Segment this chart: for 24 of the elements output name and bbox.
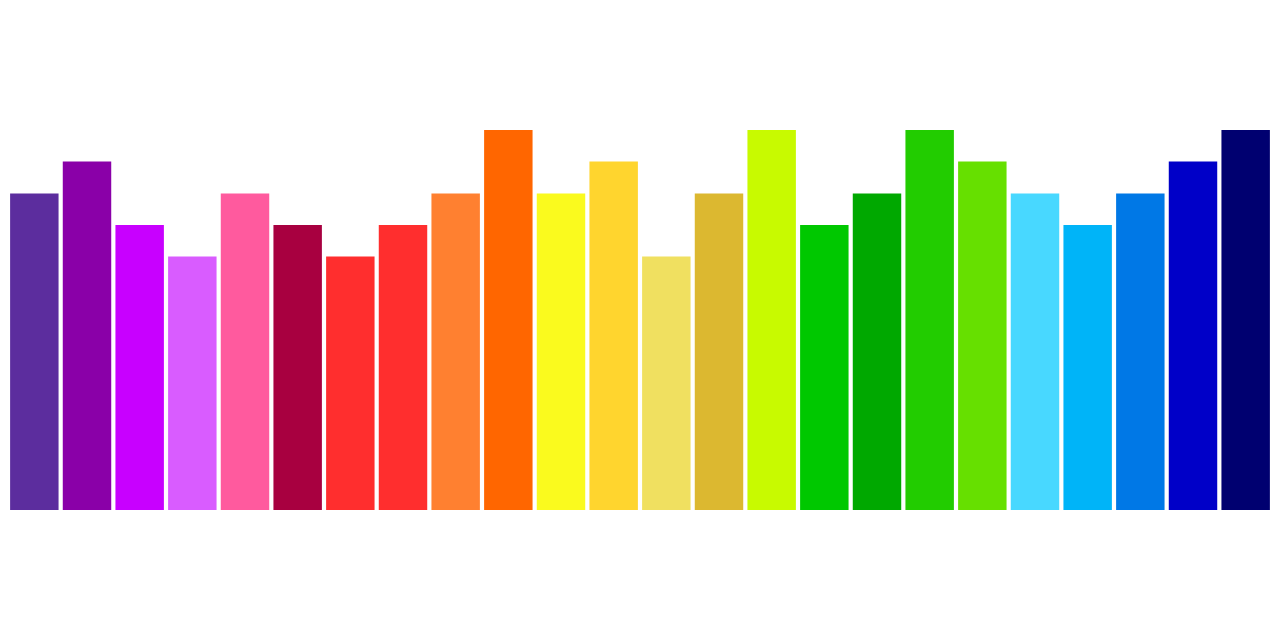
bar [378,225,428,510]
bar [800,225,849,510]
bar [852,193,902,510]
bar [115,225,164,510]
bar [10,193,59,510]
bar [1116,193,1165,510]
bar [642,256,691,510]
bar [694,193,744,510]
bar [1168,161,1218,510]
bar [1010,193,1060,510]
bar [958,161,1007,510]
bar [220,193,270,510]
bar [484,130,533,510]
bar [1063,225,1112,510]
bar [905,130,954,510]
bar [1221,130,1270,510]
bar [747,130,796,510]
bar [273,225,322,510]
bar [431,193,480,510]
bar [536,193,586,510]
bar [62,161,112,510]
bar [589,161,638,510]
bar [326,256,375,510]
bar [168,256,217,510]
